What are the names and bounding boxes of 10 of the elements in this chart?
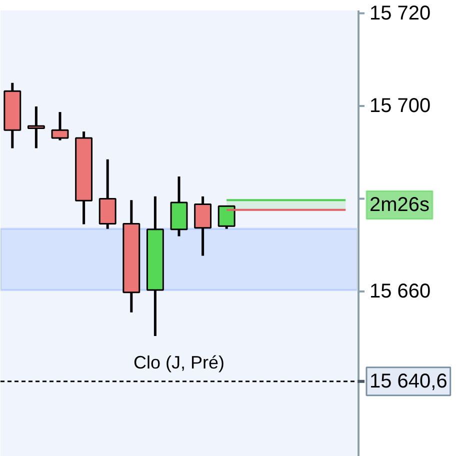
y-tick-label: 15 720 <box>370 2 431 24</box>
y-tick-label: 15 700 <box>370 95 431 118</box>
candlestick <box>194 195 212 258</box>
candlestick <box>51 110 69 142</box>
y-tick-label: 15 660 <box>370 280 431 302</box>
ref-line-label: Clo (J, Pré) <box>133 352 225 372</box>
candlestick <box>218 204 236 230</box>
text: 2m26s <box>370 194 430 216</box>
y-tick-label: 15 640,6 <box>370 370 448 392</box>
candlestick <box>27 105 45 150</box>
